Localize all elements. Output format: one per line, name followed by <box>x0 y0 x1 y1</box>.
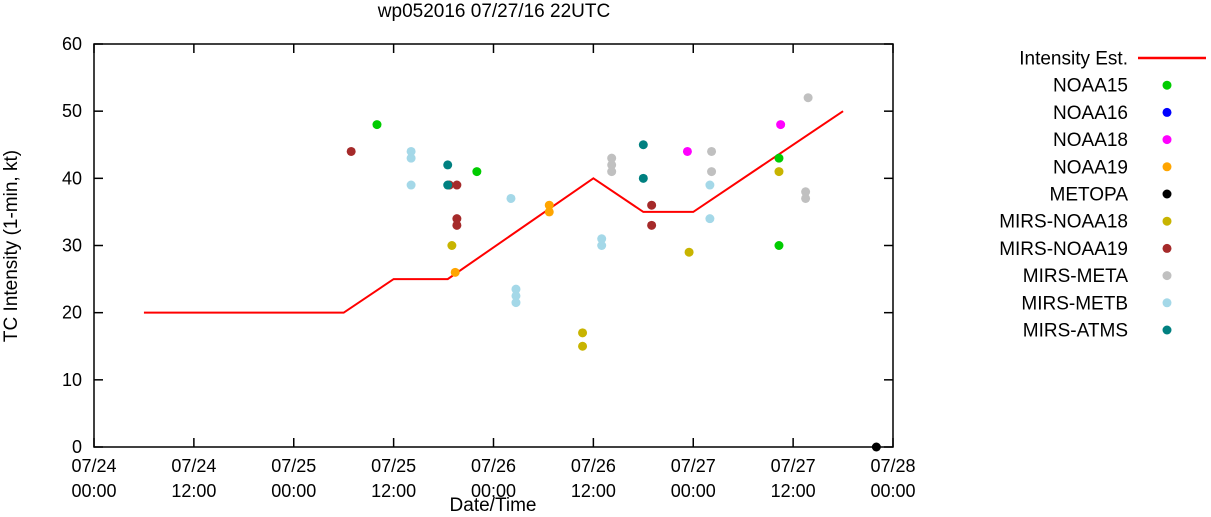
mirs-metb-point <box>597 234 607 244</box>
x-tick-label-time: 00:00 <box>870 481 915 501</box>
noaa19-point <box>544 200 554 210</box>
mirs-atms-point <box>638 173 648 183</box>
mirs-noaa19-point <box>647 220 657 230</box>
mirs-metb-point <box>406 180 416 190</box>
legend-dot-sample <box>1162 298 1172 308</box>
legend-dot-sample <box>1162 325 1172 335</box>
mirs-metb-point <box>506 193 516 203</box>
noaa18-point <box>682 146 692 156</box>
x-tick-label-date: 07/28 <box>870 456 915 476</box>
mirs-noaa18-point <box>447 241 457 250</box>
x-tick-label-date: 07/25 <box>371 456 416 476</box>
mirs-noaa19-point <box>452 214 462 224</box>
legend-label-noaa18: NOAA18 <box>1053 130 1128 151</box>
x-tick-label-time: 00:00 <box>471 481 516 501</box>
x-tick-label-time: 00:00 <box>71 481 116 501</box>
mirs-metb-point <box>511 284 521 294</box>
legend-label-noaa15: NOAA15 <box>1053 76 1128 97</box>
mirs-atms-point <box>443 160 453 170</box>
mirs-atms-point <box>638 140 648 150</box>
mirs-noaa18-point <box>578 328 588 338</box>
legend-label-mirs-noaa19: MIRS-NOAA19 <box>999 239 1128 260</box>
mirs-metb-point <box>511 291 521 301</box>
y-tick-label: 20 <box>62 303 82 323</box>
mirs-atms-point <box>443 180 453 190</box>
y-tick-label: 30 <box>62 236 82 256</box>
noaa18-point <box>776 120 786 130</box>
x-tick-label-time: 00:00 <box>671 481 716 501</box>
noaa15-point <box>472 167 482 177</box>
mirs-metb-point <box>511 298 521 308</box>
x-tick-label-date: 07/25 <box>271 456 316 476</box>
legend-label-mirs-atms: MIRS-ATMS <box>1023 321 1128 342</box>
plot-area: 07/24 00:00 07/24 12:00 07/25 00:00 07/25 12:00… <box>62 34 916 501</box>
mirs-metb-point <box>597 241 607 250</box>
chart-title: wp052016 07/27/16 22UTC <box>377 1 610 22</box>
mirs-noaa19-point <box>452 180 462 190</box>
plot-border <box>93 43 894 448</box>
metopa-point <box>871 442 881 452</box>
x-tick-label-time: 12:00 <box>771 481 816 501</box>
legend-dot-sample <box>1162 243 1172 253</box>
x-tick-label-date: 07/26 <box>471 456 516 476</box>
legend-label-metopa: METOPA <box>1050 185 1129 206</box>
legend-dot-sample <box>1162 189 1172 199</box>
mirs-meta-point <box>707 167 717 177</box>
mirs-meta-point <box>607 153 617 163</box>
mirs-noaa18-point <box>684 247 694 257</box>
legend-label-intensity-est-: Intensity Est. <box>1019 49 1128 70</box>
mirs-noaa19-point <box>647 200 657 210</box>
noaa15-point <box>372 120 382 130</box>
mirs-metb-point <box>705 180 715 190</box>
y-tick-label: 0 <box>72 437 82 457</box>
y-tick-label: 50 <box>62 101 82 121</box>
x-tick-label-date: 07/27 <box>671 456 716 476</box>
legend-dot-sample <box>1162 271 1172 281</box>
legend-dot-sample <box>1162 107 1172 117</box>
legend-label-mirs-metb: MIRS-METB <box>1021 293 1128 314</box>
mirs-meta-point <box>803 93 813 103</box>
mirs-meta-point <box>607 160 617 170</box>
legend-label-noaa19: NOAA19 <box>1053 157 1128 178</box>
legend-dot-sample <box>1162 162 1172 172</box>
mirs-meta-point <box>707 146 717 156</box>
mirs-meta-point <box>801 193 811 203</box>
mirs-noaa18-point <box>578 341 588 351</box>
x-axis-label: Date/Time <box>450 495 537 516</box>
mirs-noaa19-point <box>452 220 462 230</box>
x-tick-label-date: 07/24 <box>71 456 116 476</box>
legend-label-mirs-noaa18: MIRS-NOAA18 <box>999 212 1128 233</box>
mirs-metb-point <box>406 146 416 156</box>
legend-label-mirs-meta: MIRS-META <box>1023 266 1129 287</box>
noaa15-point <box>774 241 784 250</box>
mirs-metb-point <box>705 214 715 224</box>
x-tick-label-date: 07/26 <box>571 456 616 476</box>
x-tick-label-time: 12:00 <box>171 481 216 501</box>
legend-label-noaa16: NOAA16 <box>1053 103 1128 124</box>
intensity-estimate-line <box>143 110 844 314</box>
x-tick-label-date: 07/27 <box>771 456 816 476</box>
noaa19-point <box>544 207 554 217</box>
mirs-metb-point <box>406 153 416 163</box>
legend-dot-sample <box>1162 80 1172 90</box>
legend-dot-sample <box>1162 135 1172 145</box>
x-tick-label-time: 12:00 <box>571 481 616 501</box>
mirs-noaa19-point <box>346 146 356 156</box>
y-tick-label: 40 <box>62 168 82 188</box>
x-tick-label-time: 12:00 <box>371 481 416 501</box>
y-axis-label: TC Intensity (1-min, kt) <box>1 150 22 342</box>
x-tick-label-date: 07/24 <box>171 456 216 476</box>
x-tick-label-time: 00:00 <box>271 481 316 501</box>
legend-dot-sample <box>1162 216 1172 226</box>
noaa19-point <box>450 267 460 277</box>
noaa15-point <box>774 153 784 163</box>
y-tick-label: 60 <box>62 34 82 54</box>
mirs-noaa18-point <box>774 167 784 177</box>
y-tick-label: 10 <box>62 370 82 390</box>
mirs-meta-point <box>607 167 617 177</box>
mirs-meta-point <box>801 187 811 197</box>
legend: Intensity Est. NOAA15 NOAA16 NOAA18 NOAA19 ME… <box>999 49 1206 342</box>
